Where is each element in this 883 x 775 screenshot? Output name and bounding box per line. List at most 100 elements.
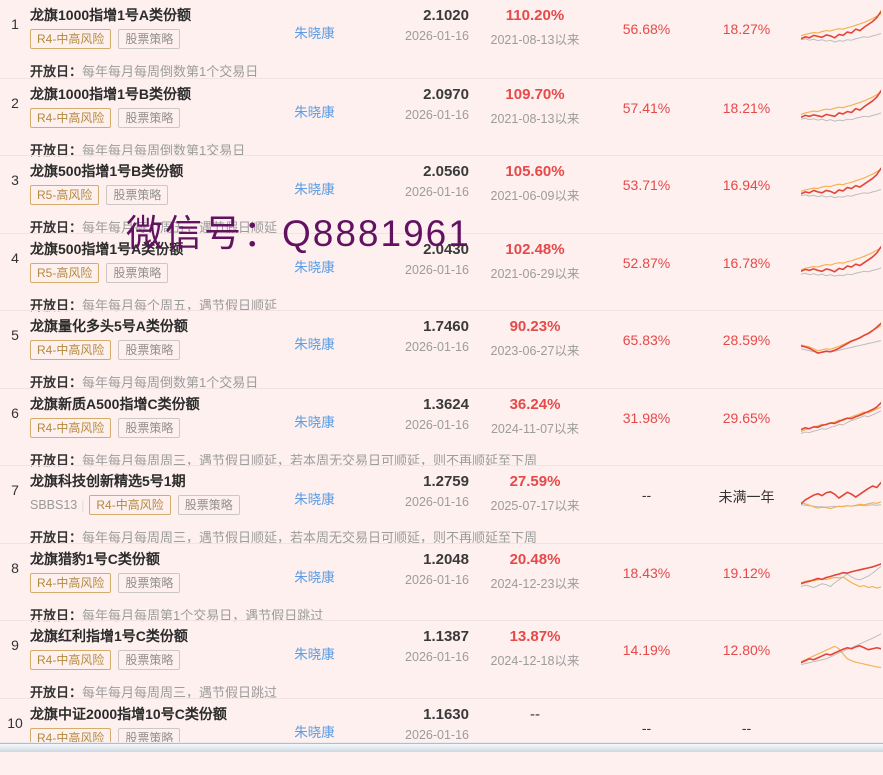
return-col2-value: 18.43% [599,551,694,581]
manager-link[interactable]: 朱晓康 [294,260,335,275]
fund-name-link[interactable]: 龙旗1000指增1号A类份额 [30,7,272,24]
nav-date: 2026-01-16 [357,650,469,664]
nav-value: 1.2048 [357,551,469,568]
manager-link[interactable]: 朱晓康 [294,415,335,430]
return-col3-value: 未满一年 [694,473,799,507]
manager-link[interactable]: 朱晓康 [294,182,335,197]
return-col3-value: 19.12% [694,551,799,581]
nav-value: 1.3624 [357,396,469,413]
total-return-value: 109.70% [471,86,599,103]
performance-sparkline [801,243,881,291]
row-index: 3 [0,163,30,188]
row-index: 9 [0,628,30,653]
return-col2-value: -- [599,473,694,503]
since-date: 2021-06-29以来 [471,263,599,282]
manager-link[interactable]: 朱晓康 [294,647,335,662]
nav-date: 2026-01-16 [357,728,469,742]
performance-sparkline [801,475,881,523]
total-return-value: 90.23% [471,318,599,335]
risk-level-tag: R4-中高风险 [30,340,111,360]
nav-value: 2.0430 [357,241,469,258]
return-col2-value: 57.41% [599,86,694,116]
nav-value: 1.1387 [357,628,469,645]
total-return-value: 13.87% [471,628,599,645]
table-row: 10 龙旗中证2000指增10号C类份额 | R4-中高风险 股票策略 朱晓康 … [0,698,883,775]
manager-link[interactable]: 朱晓康 [294,337,335,352]
total-return-value: 27.59% [471,473,599,490]
performance-sparkline [801,88,881,136]
return-col2-value: 65.83% [599,318,694,348]
strategy-tag: 股票策略 [106,263,168,283]
return-col2-value: 52.87% [599,241,694,271]
nav-value: 1.2759 [357,473,469,490]
nav-value: 1.1630 [357,706,469,723]
performance-sparkline [801,165,881,213]
risk-level-tag: R4-中高风险 [30,29,111,49]
fund-name-link[interactable]: 龙旗500指增1号A类份额 [30,241,272,258]
fund-name-link[interactable]: 龙旗中证2000指增10号C类份额 [30,706,272,723]
table-row: 4 龙旗500指增1号A类份额 | R5-高风险 股票策略 朱晓康 2.0430… [0,233,883,311]
performance-sparkline [801,398,881,446]
return-col2-value: -- [599,706,694,736]
fund-code: SBBS13 [30,498,77,512]
row-index: 2 [0,86,30,111]
nav-date: 2026-01-16 [357,495,469,509]
row-index: 7 [0,473,30,498]
return-col3-value: 16.94% [694,163,799,193]
strategy-tag: 股票策略 [106,185,168,205]
horizontal-scrollbar[interactable] [0,742,883,752]
fund-name-link[interactable]: 龙旗量化多头5号A类份额 [30,318,272,335]
performance-sparkline [801,553,881,601]
return-col3-value: 18.21% [694,86,799,116]
since-date: 2024-12-18以来 [471,650,599,669]
strategy-tag: 股票策略 [118,418,180,438]
manager-link[interactable]: 朱晓康 [294,725,335,740]
table-row: 8 龙旗猎豹1号C类份额 | R4-中高风险 股票策略 朱晓康 1.2048 2… [0,543,883,621]
since-date: 2021-06-09以来 [471,185,599,204]
row-index: 5 [0,318,30,343]
row-index: 4 [0,241,30,266]
since-date: 2025-07-17以来 [471,495,599,514]
fund-name-link[interactable]: 龙旗猎豹1号C类份额 [30,551,272,568]
strategy-tag: 股票策略 [118,573,180,593]
total-return-value: -- [471,706,599,723]
risk-level-tag: R5-高风险 [30,263,99,283]
fund-name-link[interactable]: 龙旗科技创新精选5号1期 [30,473,272,490]
return-col2-value: 14.19% [599,628,694,658]
fund-name-link[interactable]: 龙旗新质A500指增C类份额 [30,396,272,413]
return-col3-value: 28.59% [694,318,799,348]
table-row: 1 龙旗1000指增1号A类份额 | R4-中高风险 股票策略 朱晓康 2.10… [0,0,883,78]
strategy-tag: 股票策略 [118,29,180,49]
performance-sparkline [801,320,881,368]
manager-link[interactable]: 朱晓康 [294,492,335,507]
fund-name-link[interactable]: 龙旗500指增1号B类份额 [30,163,272,180]
fund-name-link[interactable]: 龙旗红利指增1号C类份额 [30,628,272,645]
nav-date: 2026-01-16 [357,340,469,354]
nav-date: 2026-01-16 [357,185,469,199]
return-col3-value: -- [694,706,799,736]
total-return-value: 102.48% [471,241,599,258]
strategy-tag: 股票策略 [118,650,180,670]
nav-date: 2026-01-16 [357,263,469,277]
risk-level-tag: R4-中高风险 [30,650,111,670]
return-col3-value: 12.80% [694,628,799,658]
table-row: 2 龙旗1000指增1号B类份额 | R4-中高风险 股票策略 朱晓康 2.09… [0,78,883,156]
row-index: 6 [0,396,30,421]
table-row: 3 龙旗500指增1号B类份额 | R5-高风险 股票策略 朱晓康 2.0560… [0,155,883,233]
strategy-tag: 股票策略 [118,340,180,360]
fund-name-link[interactable]: 龙旗1000指增1号B类份额 [30,86,272,103]
nav-value: 2.0970 [357,86,469,103]
return-col2-value: 53.71% [599,163,694,193]
nav-value: 1.7460 [357,318,469,335]
total-return-value: 36.24% [471,396,599,413]
since-date: 2021-08-13以来 [471,108,599,127]
manager-link[interactable]: 朱晓康 [294,26,335,41]
row-index: 8 [0,551,30,576]
return-col3-value: 18.27% [694,7,799,37]
performance-sparkline [801,630,881,678]
manager-link[interactable]: 朱晓康 [294,105,335,120]
row-index: 10 [0,706,30,731]
risk-level-tag: R5-高风险 [30,185,99,205]
manager-link[interactable]: 朱晓康 [294,570,335,585]
table-row: 9 龙旗红利指增1号C类份额 | R4-中高风险 股票策略 朱晓康 1.1387… [0,620,883,698]
